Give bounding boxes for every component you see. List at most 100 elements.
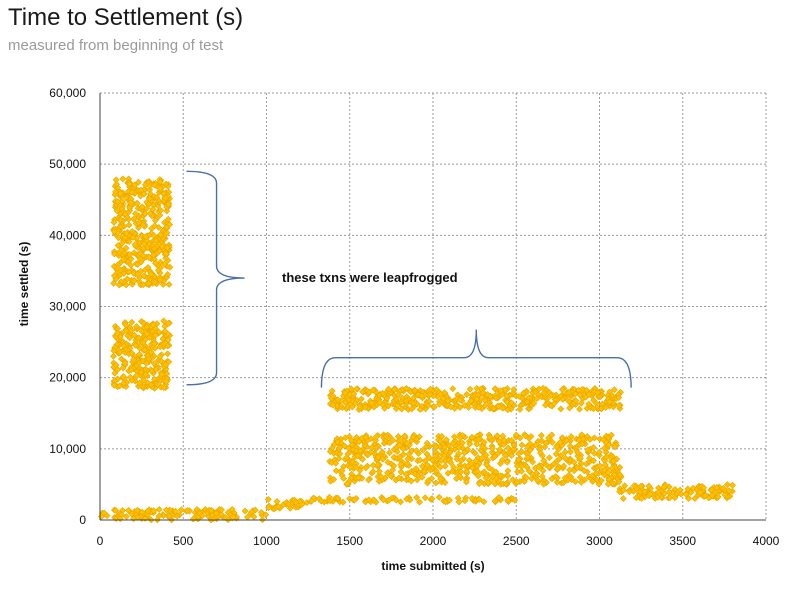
data-point: [475, 480, 483, 488]
data-point: [156, 276, 164, 284]
data-point: [385, 496, 393, 504]
data-point: [443, 436, 450, 444]
data-point: [620, 486, 627, 494]
data-point: [119, 175, 127, 183]
data-point: [447, 403, 455, 411]
data-point: [329, 401, 337, 409]
data-point: [128, 318, 136, 326]
data-point: [165, 512, 173, 520]
x-tick-labels: 0 500 1000 1500 2000 2500 3000 3500 4000: [97, 534, 780, 548]
data-point: [139, 244, 147, 252]
data-point: [619, 495, 627, 503]
data-point: [117, 189, 125, 197]
data-point: [578, 431, 586, 439]
data-point: [572, 478, 579, 486]
data-point: [352, 463, 360, 471]
data-point: [143, 323, 151, 331]
data-point: [218, 506, 225, 514]
data-point: [515, 393, 523, 400]
data-point: [126, 373, 134, 381]
data-point: [207, 506, 215, 514]
data-point: [118, 239, 126, 247]
data-point: [402, 397, 410, 405]
data-point: [110, 250, 118, 258]
data-point: [625, 488, 633, 496]
data-point: [374, 453, 382, 461]
data-point: [365, 476, 372, 484]
data-point: [584, 446, 592, 454]
data-point: [523, 398, 531, 406]
data-point: [488, 449, 496, 456]
data-point: [130, 277, 138, 285]
data-point: [595, 480, 603, 488]
data-point: [416, 456, 424, 464]
data-point: [119, 256, 127, 264]
data-point: [357, 447, 364, 455]
data-point: [251, 506, 259, 514]
data-point: [590, 444, 597, 451]
chart-subtitle: measured from beginning of test: [8, 37, 224, 54]
data-point: [701, 492, 709, 500]
chart-title: Time to Settlement (s): [8, 4, 244, 31]
data-point: [489, 472, 497, 480]
data-point: [156, 343, 164, 351]
data-point: [599, 436, 607, 444]
data-point: [638, 494, 646, 502]
data-point: [481, 402, 489, 410]
data-point: [574, 449, 582, 457]
data-point: [157, 206, 165, 214]
data-point: [355, 474, 362, 482]
data-point: [298, 500, 306, 508]
data-point: [110, 272, 118, 280]
data-point: [385, 385, 393, 393]
data-point: [518, 448, 526, 456]
data-point: [431, 452, 439, 460]
data-point: [164, 342, 171, 350]
data-point: [490, 405, 498, 413]
data-point: [130, 356, 138, 364]
data-point: [500, 437, 508, 445]
data-point: [339, 498, 347, 506]
data-point: [435, 493, 443, 501]
axes: [99, 93, 766, 521]
data-point: [133, 506, 141, 514]
data-point: [429, 456, 437, 464]
data-point: [616, 463, 624, 471]
data-point: [691, 495, 699, 502]
data-point: [562, 454, 569, 462]
data-point: [372, 444, 380, 451]
data-point: [117, 216, 125, 224]
data-point: [127, 199, 134, 207]
data-point: [150, 340, 158, 348]
data-point: [508, 452, 516, 459]
data-point: [721, 491, 729, 499]
data-point: [455, 498, 463, 506]
data-point: [113, 330, 121, 337]
data-point: [453, 475, 460, 483]
data-point: [166, 263, 174, 271]
data-point: [466, 440, 474, 448]
data-point: [154, 266, 162, 274]
data-point: [343, 480, 351, 488]
data-point: [114, 198, 122, 206]
data-point: [326, 448, 334, 456]
data-point: [539, 467, 547, 475]
data-point: [729, 481, 737, 489]
y-tick-label: 20,000: [49, 371, 86, 385]
data-point: [122, 229, 130, 237]
data-point: [533, 395, 541, 403]
data-point: [660, 483, 668, 491]
data-point: [364, 451, 372, 459]
data-point: [125, 180, 133, 188]
data-point: [285, 500, 292, 508]
data-point: [501, 452, 509, 459]
data-point: [369, 386, 377, 394]
data-point: [475, 403, 483, 411]
data-point: [473, 384, 481, 392]
data-point: [128, 349, 136, 357]
data-point: [464, 462, 472, 470]
data-point: [595, 448, 603, 456]
data-point: [473, 395, 481, 403]
data-point: [121, 359, 129, 367]
data-point: [518, 467, 525, 475]
